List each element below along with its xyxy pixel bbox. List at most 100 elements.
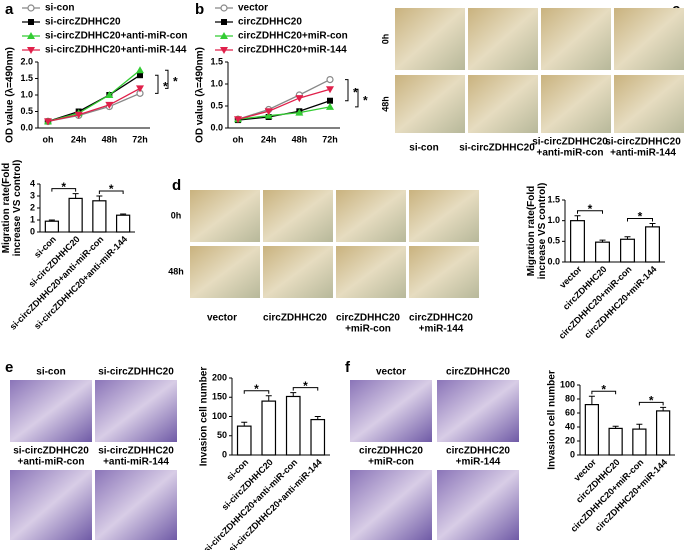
point — [27, 32, 35, 39]
point — [136, 66, 144, 74]
bracket — [345, 79, 349, 102]
image-caption: +miR-con — [345, 324, 391, 335]
micrograph — [409, 246, 479, 298]
micrograph — [395, 75, 465, 133]
bar — [570, 220, 585, 263]
series-line — [237, 106, 331, 120]
bracket — [638, 401, 664, 406]
annotation: * — [61, 180, 66, 194]
micrograph — [263, 190, 333, 242]
legend-label: circZDHHC20 — [238, 17, 302, 28]
micrograph — [10, 380, 92, 442]
error-bar — [649, 223, 656, 227]
y-tick-label: 50 — [217, 430, 227, 440]
image-caption: +miR-144 — [456, 457, 501, 468]
image-caption: +anti-miR-144 — [103, 457, 169, 468]
y-tick-label: 0.0 — [20, 122, 33, 132]
y-tick-label: 150 — [212, 392, 227, 402]
y-tick-label: 2.0 — [20, 56, 33, 66]
micrograph — [468, 75, 538, 133]
point — [295, 108, 304, 116]
legend-label: circZDHHC20+miR-144 — [238, 45, 347, 56]
point — [327, 97, 333, 104]
panel-label: d — [172, 177, 181, 194]
image-caption: circZDHHC20 — [336, 313, 400, 324]
y-tick-label: 1.5 — [210, 56, 223, 66]
image-caption: si-circZDHHC20 — [605, 137, 681, 148]
micrograph — [336, 190, 406, 242]
panel-label: a — [5, 1, 14, 18]
legend-label: si-circZDHHC20+anti-miR-con — [45, 31, 188, 42]
bar — [595, 241, 610, 263]
micrograph — [437, 470, 519, 540]
y-tick-label: 0.5 — [210, 100, 223, 110]
row-label: 0h — [380, 34, 390, 45]
legend-label: circZDHHC20+miR-con — [238, 31, 348, 42]
y-tick-label: 0.0 — [210, 122, 223, 132]
y-tick-label: 60 — [565, 407, 575, 417]
error-bar — [314, 416, 321, 420]
bar — [608, 427, 623, 456]
image-caption: +anti-miR-144 — [610, 148, 676, 159]
image-caption: circZDHHC20 — [263, 313, 327, 324]
point — [27, 4, 35, 12]
y-tick-label: 1.5 — [20, 73, 33, 83]
micrograph — [409, 190, 479, 242]
micrograph — [263, 246, 333, 298]
y-tick-label: 0.5 — [20, 106, 33, 116]
panel-label: e — [5, 359, 13, 376]
panel-label: b — [195, 1, 204, 18]
bar — [68, 197, 83, 233]
annotation: * — [588, 202, 593, 216]
micrograph — [541, 75, 611, 133]
annotation: * — [163, 79, 168, 93]
y-tick-label: 1.0 — [20, 89, 33, 99]
bracket — [243, 390, 270, 394]
legend-label: si-circZDHHC20+anti-miR-144 — [45, 45, 187, 56]
image-caption: si-circZDHHC20 — [532, 137, 608, 148]
annotation: * — [109, 182, 114, 196]
image-caption: circZDHHC20 — [446, 367, 510, 378]
point — [220, 32, 228, 39]
image-caption: si-circZDHHC20 — [459, 143, 535, 154]
y-axis-label: Migration rate(Fold — [526, 186, 537, 277]
x-tick-label: 48h — [292, 134, 308, 144]
row-label: 48h — [380, 96, 390, 112]
error-bar — [612, 425, 619, 429]
micrograph — [437, 380, 519, 442]
point — [28, 19, 34, 25]
y-tick-label: 0 — [30, 226, 35, 236]
point — [326, 86, 334, 94]
y-axis-label: Invasion cell number — [199, 367, 210, 467]
bar — [632, 428, 647, 456]
x-tick-label: 48h — [102, 134, 118, 144]
image-caption: si-con — [409, 143, 438, 154]
x-tick-label: 24h — [71, 134, 87, 144]
y-tick-label: 200 — [212, 372, 227, 382]
image-caption: circZDHHC20 — [446, 446, 510, 457]
series-line — [47, 74, 141, 123]
y-tick-label: 0 — [570, 449, 575, 459]
y-axis-label: OD value (λ=490nm) — [5, 47, 16, 143]
point — [326, 75, 334, 84]
series-line — [237, 88, 331, 120]
y-tick-label: 2 — [30, 202, 35, 212]
x-tick-label: 24h — [261, 134, 277, 144]
bracket — [577, 210, 603, 214]
bracket — [292, 387, 319, 391]
y-axis-label: Migration rate(Fold — [1, 163, 12, 254]
y-axis-label: increase VS control) — [12, 160, 23, 257]
image-caption: si-circZDHHC20 — [98, 446, 174, 457]
micrograph — [190, 190, 260, 242]
bracket — [165, 69, 169, 89]
x-tick-label: oh — [233, 134, 244, 144]
error-bar — [265, 395, 272, 402]
micrograph — [468, 8, 538, 70]
y-tick-label: 40 — [565, 421, 575, 431]
error-bar — [72, 193, 79, 199]
point — [105, 101, 114, 109]
y-tick-label: 0 — [222, 449, 227, 459]
annotation: * — [173, 74, 178, 88]
image-caption: +miR-con — [368, 457, 414, 468]
